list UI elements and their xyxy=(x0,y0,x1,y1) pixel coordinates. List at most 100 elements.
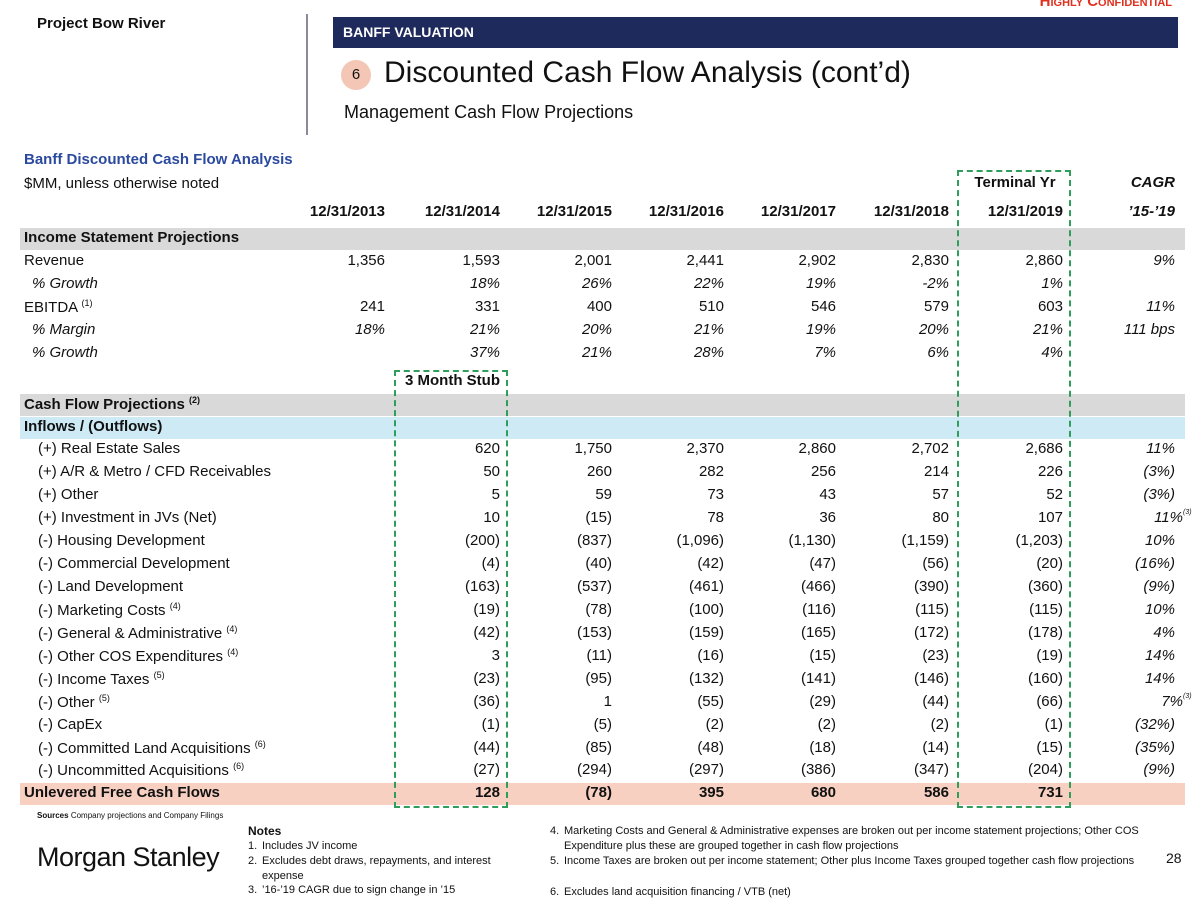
cagr-cell: 11% (3) xyxy=(1154,509,1191,526)
cell: (78) xyxy=(585,784,612,802)
cell: (19) xyxy=(1036,646,1063,664)
cell: (18) xyxy=(809,738,836,756)
note: 6. Excludes land acquisition financing / … xyxy=(550,885,1154,900)
note-number: 5. xyxy=(550,855,560,867)
cagr-cell: 10% xyxy=(1145,601,1175,618)
cell: 510 xyxy=(698,297,724,315)
cell: 6% xyxy=(927,343,949,361)
cell: 260 xyxy=(586,463,612,481)
cagr-value: 10% xyxy=(1144,600,1175,618)
column-header: 12/31/2014 xyxy=(424,203,500,220)
cagr-value: 14% xyxy=(1144,646,1175,664)
row-label: % Growth xyxy=(32,275,98,292)
column-header: 12/31/2019 xyxy=(987,203,1063,220)
cell: 400 xyxy=(586,297,612,315)
cagr-value: 11% xyxy=(1146,440,1175,458)
row-label: (-) Other (5) xyxy=(38,693,110,711)
row-label-text: Cash Flow Projections xyxy=(24,395,185,413)
cell: (390) xyxy=(913,578,949,596)
cell: 18% xyxy=(354,320,385,338)
cell: (2) xyxy=(930,715,949,733)
row-label: (+) A/R & Metro / CFD Receivables xyxy=(38,463,271,480)
cell: (115) xyxy=(1029,600,1063,618)
cagr-cell: (9%) xyxy=(1143,578,1175,595)
cell: 226 xyxy=(1037,463,1063,481)
cagr-period: ’15-’19 xyxy=(1128,203,1175,220)
row-label-text: Revenue xyxy=(24,251,85,269)
cell: 26% xyxy=(581,274,612,292)
cagr-cell: 14% xyxy=(1145,647,1175,664)
cell: 20% xyxy=(581,320,612,338)
cell: (1) xyxy=(1044,715,1063,733)
cagr-value: (35%) xyxy=(1134,738,1175,756)
cagr-cell: 11% xyxy=(1146,440,1175,457)
cagr-cell: 14% xyxy=(1145,670,1175,687)
cagr-cell: 7% (3) xyxy=(1161,693,1191,710)
cagr-value: (3%) xyxy=(1143,463,1175,481)
cell: (85) xyxy=(585,738,612,756)
cell: (360) xyxy=(1027,578,1063,596)
column-header: 12/31/2013 xyxy=(309,203,385,220)
cell: 3 xyxy=(491,646,500,664)
cell: (159) xyxy=(688,623,724,641)
row-label: (+) Other xyxy=(38,486,98,503)
section-badge xyxy=(341,60,371,90)
cell: (15) xyxy=(1036,738,1063,756)
cell: (160) xyxy=(1027,669,1063,687)
cagr-value: 11% xyxy=(1146,297,1175,315)
cell: (95) xyxy=(585,669,612,687)
cell: (1,096) xyxy=(676,532,724,550)
note-text: Marketing Costs and General & Administra… xyxy=(564,825,1139,852)
subtitle: Management Cash Flow Projections xyxy=(344,102,634,122)
row-label-text: (+) Investment in JVs (Net) xyxy=(38,509,217,527)
cell: (163) xyxy=(464,578,500,596)
cell: 680 xyxy=(810,784,836,802)
row-label-text: % Margin xyxy=(32,320,96,338)
footnote-ref: (4) xyxy=(169,600,181,611)
row-label: % Margin xyxy=(32,321,95,338)
cell: (1) xyxy=(481,715,500,733)
cagr-value: (16%) xyxy=(1134,555,1175,573)
sources-text: Company projections and Company Filings xyxy=(70,811,224,820)
note: 2. Excludes debt draws, repayments, and i… xyxy=(248,854,532,883)
cell: 282 xyxy=(698,463,724,481)
row-label: (-) Committed Land Acquisitions (6) xyxy=(38,739,266,757)
cell: 1% xyxy=(1041,274,1063,292)
cell: 57 xyxy=(932,486,949,504)
footnote-ref: (2) xyxy=(189,394,201,405)
units: $MM, unless otherwise noted xyxy=(24,175,220,192)
footnote-ref: (5) xyxy=(153,669,165,680)
cell: 2,441 xyxy=(686,251,724,269)
stub-label: 3 Month Stub xyxy=(405,372,500,389)
cell: 2,702 xyxy=(911,440,949,458)
cagr-value: 4% xyxy=(1153,623,1175,641)
note-text: Excludes land acquisition financing / VT… xyxy=(564,886,791,898)
table-title: Banff Discounted Cash Flow Analysis xyxy=(24,151,293,168)
cell: (14) xyxy=(922,738,949,756)
column-header: 12/31/2017 xyxy=(760,203,836,220)
cell: (2) xyxy=(705,715,724,733)
cell: 586 xyxy=(923,784,949,802)
cell: (56) xyxy=(922,555,949,573)
terminal-label: Terminal Yr xyxy=(974,174,1056,191)
cell: 4% xyxy=(1041,343,1063,361)
section-number: 6 xyxy=(351,66,361,83)
cagr-cell: 111 bps xyxy=(1124,321,1175,338)
cell: (19) xyxy=(473,600,500,618)
footnote-ref: (5) xyxy=(98,692,110,703)
cagr-value: (9%) xyxy=(1143,578,1175,596)
row-label-text: (-) Marketing Costs xyxy=(38,601,166,619)
cell: (837) xyxy=(576,532,612,550)
cagr-value: 9% xyxy=(1153,251,1175,269)
cell: (44) xyxy=(922,692,949,710)
cell: 19% xyxy=(805,274,836,292)
note: 1. Includes JV income xyxy=(248,839,532,854)
footnote-ref: (3) xyxy=(1183,509,1192,517)
cell: (47) xyxy=(809,555,836,573)
cagr-cell: (3%) xyxy=(1143,463,1175,480)
cell: (461) xyxy=(688,578,724,596)
row-label-text: (-) General & Administrative xyxy=(38,624,223,642)
cagr-cell: (3%) xyxy=(1143,486,1175,503)
cell: 546 xyxy=(810,297,836,315)
